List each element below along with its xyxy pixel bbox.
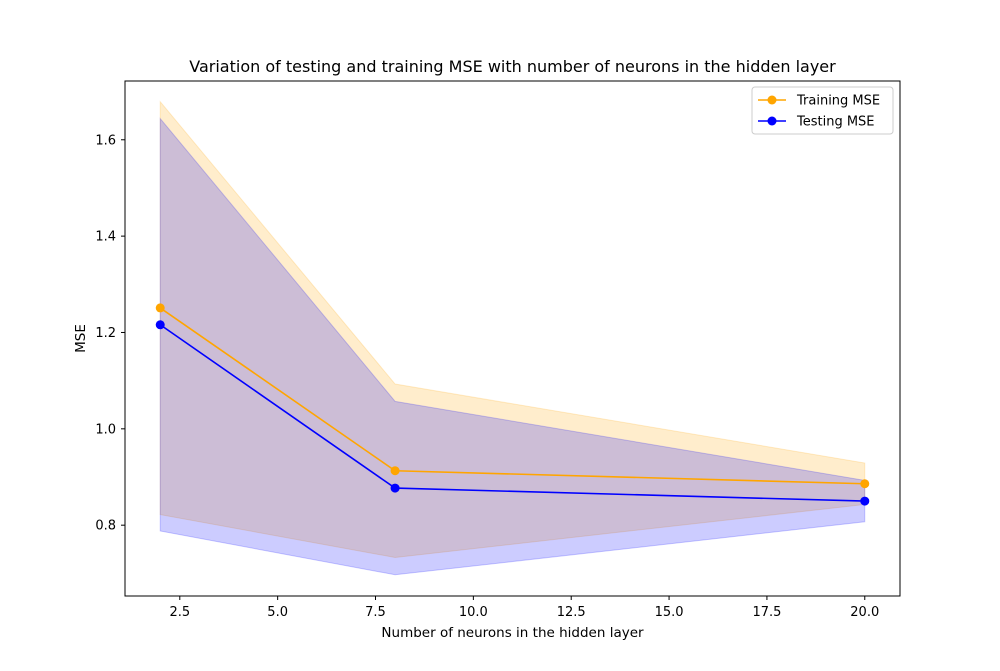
x-tick-label: 7.5 (365, 605, 386, 620)
testing-mse-band (159, 117, 866, 576)
testing-mse-point (860, 496, 870, 506)
testing-mse-point (155, 320, 165, 330)
plot-area-frame (124, 80, 901, 597)
training-mse-point (390, 466, 400, 476)
x-tick-label: 2.5 (169, 605, 190, 620)
y-tick-label: 1.0 (95, 422, 116, 437)
x-tick-label: 5.0 (267, 605, 288, 620)
legend: Training MSE Testing MSE (751, 86, 894, 135)
y-tick-label: 1.6 (95, 133, 116, 148)
x-tick-label: 12.5 (557, 605, 586, 620)
x-tick-label: 17.5 (752, 605, 781, 620)
y-tick-label: 0.8 (95, 519, 116, 534)
legend-testing-mse-marker (767, 116, 777, 126)
training-mse-point (155, 303, 165, 313)
testing-mse-point (390, 483, 400, 493)
x-tick-label: 15.0 (655, 605, 684, 620)
legend-training-mse-label: Training MSE (796, 94, 880, 109)
chart-title: Variation of testing and training MSE wi… (189, 57, 836, 76)
y-axis-ticks: 0.8 1.0 1.2 1.4 1.6 (95, 133, 125, 534)
training-mse-point (860, 479, 870, 489)
x-tick-label: 20.0 (850, 605, 879, 620)
y-tick-label: 1.2 (95, 326, 116, 341)
series-markers (155, 303, 870, 506)
x-axis-label: Number of neurons in the hidden layer (381, 625, 644, 641)
x-axis-ticks: 2.5 5.0 7.5 10.0 12.5 15.0 17.5 20.0 (169, 596, 879, 620)
y-tick-label: 1.4 (95, 230, 116, 245)
legend-box (751, 86, 894, 135)
x-tick-label: 10.0 (459, 605, 488, 620)
legend-training-mse-marker (767, 95, 777, 105)
y-axis-label: MSE (73, 324, 89, 353)
legend-testing-mse-label: Testing MSE (796, 115, 875, 130)
